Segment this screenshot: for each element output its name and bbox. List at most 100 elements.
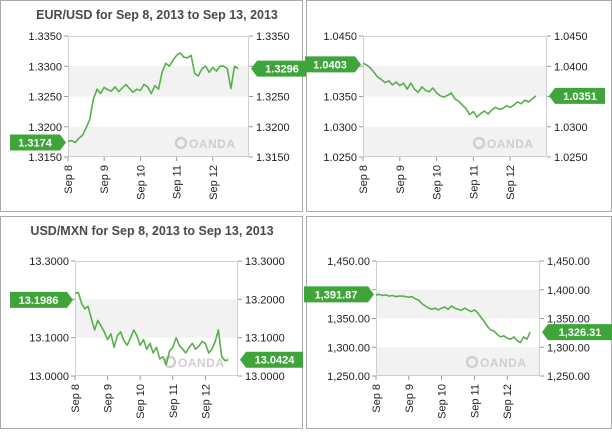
y-tick-label-left: 1,350.00 (327, 314, 370, 326)
y-tick-label-right: 1,350.00 (547, 314, 590, 326)
last-price-badge-shape (542, 324, 612, 341)
open-price-label: 1.0403 (313, 59, 347, 71)
grid-band (363, 126, 547, 157)
y-tick-label-right: 13.1000 (245, 333, 285, 345)
last-price-badge: 1,326.31 (542, 324, 612, 341)
grid-band (363, 66, 547, 97)
oanda-watermark: OANDA (472, 136, 534, 151)
chart-panel-1: EUR/USD for Sep 8, 2013 to Sep 13, 2013 O… (0, 0, 307, 212)
x-tick-label: Sep 8 (358, 165, 370, 194)
open-price-badge: 1,391.87 (304, 286, 374, 303)
open-price-badge-shape (10, 134, 66, 151)
oanda-logo-icon (174, 136, 188, 150)
x-tick-label: Sep 12 (208, 165, 220, 200)
y-tick-label-right: 13.2000 (245, 294, 285, 306)
y-tick-label-right: 1,400.00 (547, 285, 590, 297)
open-price-badge-shape (304, 286, 374, 303)
x-tick-label: Sep 11 (468, 165, 480, 199)
x-tick-label: Sep 9 (404, 384, 416, 413)
oanda-logo-icon (465, 355, 479, 369)
y-tick-label-right: 1.3250 (256, 92, 290, 104)
open-price-badge: 1.0403 (305, 56, 361, 73)
y-tick-label-left: 13.1000 (29, 333, 69, 345)
last-price-label: 1.0351 (563, 91, 597, 103)
x-tick-label: Sep 12 (505, 165, 517, 200)
x-tick-label: Sep 9 (103, 384, 115, 413)
last-price-badge-shape (240, 351, 303, 368)
open-price-badge-shape (305, 56, 361, 73)
oanda-watermark: OANDA (174, 136, 235, 151)
x-tick-label: Sep 8 (70, 384, 82, 413)
y-tick-label-right: 1,300.00 (547, 342, 590, 354)
price-series-line (362, 62, 537, 118)
oanda-watermark: OANDA (465, 355, 527, 370)
last-price-badge-shape (549, 87, 605, 104)
open-price-badge: 13.1986 (10, 291, 73, 308)
y-tick-label-left: 1,450.00 (327, 256, 370, 268)
open-price-label: 13.1986 (19, 295, 59, 307)
watermark-text: OANDA (178, 356, 225, 370)
x-tick-label: Sep 9 (395, 165, 407, 194)
y-tick-label-left: 1.3200 (28, 122, 62, 134)
plot-border (363, 36, 547, 157)
x-tick-label: Sep 12 (502, 384, 514, 419)
y-tick-label-right: 1.0300 (554, 122, 588, 134)
x-tick-label: Sep 8 (371, 384, 383, 413)
grid-band (376, 347, 540, 376)
y-tick-label-left: 1.3250 (28, 92, 62, 104)
y-tick-label-left: 13.3000 (29, 256, 69, 268)
watermark-text: OANDA (487, 137, 534, 151)
y-tick-label-left: 1,250.00 (327, 371, 370, 383)
grid-band (75, 299, 238, 338)
y-tick-label-right: 1.3350 (256, 31, 290, 43)
y-tick-label-right: 1.0400 (554, 61, 588, 73)
open-price-label: 1,391.87 (315, 289, 358, 301)
price-series-line (74, 291, 229, 366)
price-series-line (67, 52, 239, 144)
plot-border (68, 36, 249, 157)
chart-panel-2: USD/CAD for Sep 8, 2013 to Sep 13, 2013O… (305, 0, 612, 212)
last-price-label: 1.3296 (265, 64, 299, 76)
y-tick-label-right: 1,250.00 (547, 371, 590, 383)
y-tick-label-left: 1.0300 (323, 122, 357, 134)
y-tick-label-right: 1.0250 (554, 152, 588, 164)
chart-title: USD/MXN for Sep 8, 2013 to Sep 13, 2013 (30, 224, 273, 238)
y-tick-label-left: 1,300.00 (327, 342, 370, 354)
chart-panel-4: XAU/USD for Sep 8, 2013 to Sep 13, 2013O… (304, 216, 612, 429)
y-tick-label-left: 1.0250 (323, 152, 357, 164)
grid-band (68, 66, 249, 97)
x-tick-label: Sep 10 (432, 165, 444, 200)
plot-border (75, 261, 238, 376)
x-tick-label: Sep 9 (99, 165, 111, 194)
last-price-label: 1,326.31 (559, 327, 602, 339)
y-tick-label-right: 1,450.00 (547, 256, 590, 268)
y-tick-label-right: 13.3000 (245, 256, 285, 268)
x-tick-label: Sep 10 (437, 384, 449, 419)
y-tick-label-left: 1.0350 (323, 92, 357, 104)
last-price-label: 13.0424 (255, 355, 296, 367)
y-tick-label-left: 1.0450 (323, 31, 357, 43)
y-tick-label-left: 13.0000 (29, 371, 69, 383)
y-tick-label-right: 1.3150 (256, 152, 290, 164)
last-price-badge: 13.0424 (240, 351, 303, 368)
watermark-text: OANDA (480, 356, 527, 370)
last-price-badge-shape (251, 60, 307, 77)
last-price-badge: 1.3296 (251, 60, 307, 77)
plot-border (376, 261, 540, 376)
y-tick-label-right: 1.0450 (554, 31, 588, 43)
oanda-logo-icon (472, 136, 486, 150)
grid-band (376, 289, 540, 319)
x-tick-label: Sep 12 (200, 384, 212, 419)
open-price-badge: 1.3174 (10, 134, 66, 151)
y-tick-label-right: 13.0000 (245, 371, 285, 383)
x-tick-label: Sep 8 (63, 165, 75, 194)
y-tick-label-left: 1.3350 (28, 31, 62, 43)
y-tick-label-left: 1.3300 (28, 61, 62, 73)
chart-title: EUR/USD for Sep 8, 2013 to Sep 13, 2013 (36, 8, 278, 22)
price-series-line (375, 293, 531, 344)
open-price-label: 1.3174 (18, 137, 53, 149)
grid-band (68, 126, 249, 157)
x-tick-label: Sep 10 (135, 165, 147, 200)
